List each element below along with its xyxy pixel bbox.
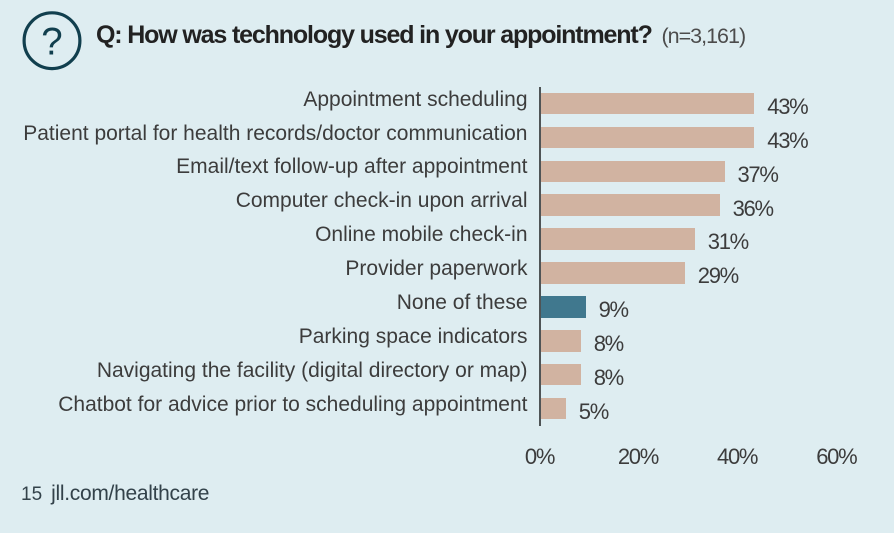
svg-text:?: ? xyxy=(41,20,62,63)
